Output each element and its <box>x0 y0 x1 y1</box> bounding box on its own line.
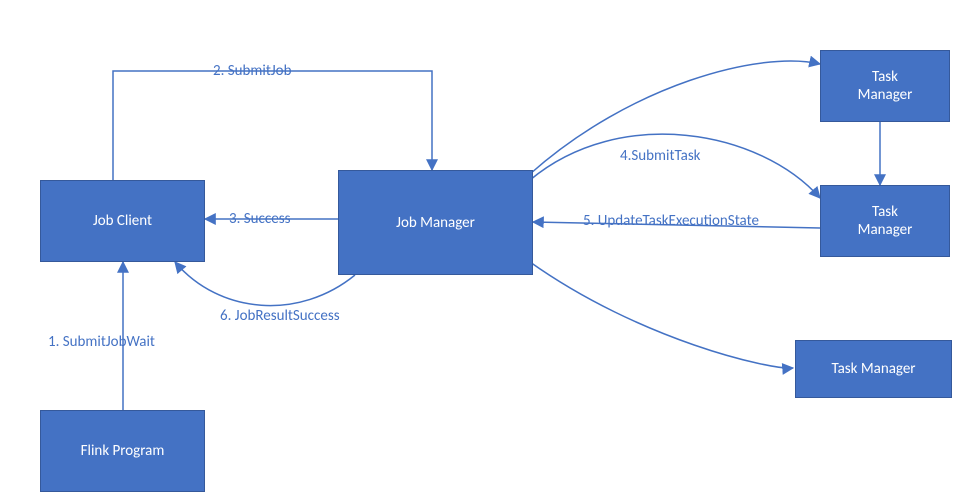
node-task-mgr-3: Task Manager <box>795 340 952 398</box>
edge-label-e4: 4.SubmitTask <box>620 147 701 165</box>
edge-e2 <box>113 71 432 180</box>
edge-label-e5: 5. UpdateTaskExecutionState <box>583 212 759 230</box>
edge-label-e2: 2. SubmitJob <box>213 62 291 80</box>
edge-label-e1: 1. SubmitJobWait <box>48 333 155 351</box>
node-flink-program: Flink Program <box>40 410 205 492</box>
node-label: Task Manager <box>858 68 913 104</box>
diagram-stage: Flink Program Job Client Job Manager Task M… <box>0 0 975 502</box>
node-job-manager: Job Manager <box>338 170 533 275</box>
edge-e7 <box>530 262 793 368</box>
edge-label-e6: 6. JobResultSuccess <box>220 307 340 325</box>
edge-e6 <box>175 262 355 306</box>
node-label: Job Client <box>93 212 152 230</box>
node-label: Flink Program <box>81 442 165 460</box>
node-job-client: Job Client <box>40 180 205 262</box>
node-label: Task Manager <box>858 203 913 239</box>
node-task-mgr-1: Task Manager <box>820 50 950 122</box>
edge-e8 <box>530 61 820 174</box>
node-label: Task Manager <box>831 360 915 378</box>
edge-e5 <box>533 222 820 228</box>
node-task-mgr-2: Task Manager <box>820 185 950 257</box>
node-label: Job Manager <box>396 214 475 232</box>
edge-label-e3: 3. Success <box>229 210 290 228</box>
edge-e4 <box>530 134 820 198</box>
